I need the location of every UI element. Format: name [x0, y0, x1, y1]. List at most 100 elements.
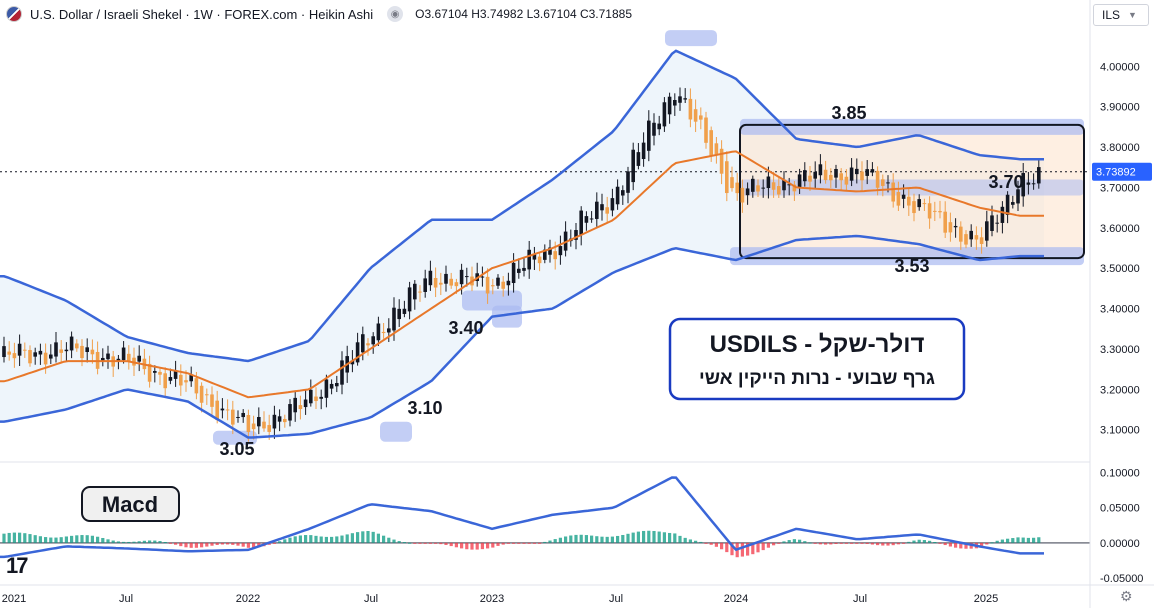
chart-header: U.S. Dollar / Israeli Shekel · 1W · FORE…	[0, 0, 1090, 28]
candle-body	[891, 182, 895, 202]
price-tick-label: 3.10000	[1100, 425, 1140, 437]
macd-histogram-bar	[928, 540, 932, 543]
macd-histogram-bar	[278, 541, 282, 543]
candle-body	[158, 371, 162, 375]
macd-histogram-bar	[756, 542, 760, 553]
macd-histogram-bar	[28, 534, 32, 543]
candle-body	[886, 182, 890, 184]
macd-histogram-bar	[1026, 537, 1030, 543]
background-layer	[0, 30, 1090, 544]
macd-histogram-bar	[324, 536, 328, 543]
eye-icon[interactable]: ◉	[387, 6, 404, 22]
macd-histogram-bar	[626, 533, 630, 543]
candle-body	[121, 347, 126, 361]
macd-histogram-bar	[153, 540, 157, 543]
macd-histogram-bar	[652, 530, 656, 543]
macd-histogram-bar	[428, 542, 432, 544]
macd-histogram-bar	[272, 542, 276, 544]
candle-body	[147, 363, 152, 382]
candle-body	[7, 351, 11, 355]
annotation-305: 3.05	[219, 439, 254, 459]
candle-body	[173, 370, 178, 379]
candle-body	[12, 353, 17, 359]
macd-histogram-bar	[933, 541, 937, 543]
macd-histogram-bar	[397, 541, 401, 543]
title-main: USDILS - דולר-שקל	[710, 331, 925, 358]
macd-histogram-bar	[496, 542, 500, 546]
macd-histogram-bar	[111, 540, 115, 543]
currency-label: ILS	[1102, 8, 1121, 22]
candle-body	[69, 336, 74, 351]
candle-body	[64, 349, 69, 352]
macd-histogram-bar	[132, 541, 136, 543]
macd-histogram-bar	[657, 531, 661, 543]
macd-histogram-bar	[449, 542, 453, 547]
macd-histogram-bar	[340, 535, 344, 543]
macd-histogram-bar	[636, 531, 640, 543]
bollinger-basis-line	[0, 150, 1044, 399]
candle-body	[870, 169, 875, 173]
macd-tick-label: 0.10000	[1100, 468, 1140, 480]
macd-histogram-bar	[548, 540, 552, 543]
candle-body	[59, 349, 63, 353]
candle-body	[735, 182, 739, 194]
candle-body	[641, 142, 646, 160]
candle-body	[402, 308, 407, 314]
candle-body	[527, 249, 531, 270]
candle-body	[1021, 173, 1025, 197]
candle-body	[309, 389, 313, 404]
gear-icon[interactable]: ⚙	[1120, 588, 1133, 604]
macd-histogram-bar	[954, 542, 958, 548]
candle-body	[506, 280, 511, 286]
time-axis-label: Jul	[364, 593, 378, 605]
candle-body	[537, 256, 542, 264]
symbol-title[interactable]: U.S. Dollar / Israeli Shekel · 1W · FORE…	[30, 6, 374, 22]
candle-body	[532, 253, 537, 260]
candle-body	[361, 334, 365, 353]
macd-histogram-bar	[725, 542, 729, 553]
macd-histogram-bar	[662, 532, 666, 543]
title-box	[668, 317, 966, 401]
macd-histogram-bar	[512, 542, 516, 544]
macd-histogram-bar	[891, 542, 895, 546]
candle-body	[558, 246, 563, 256]
candle-body	[678, 96, 682, 103]
macd-histogram-bar	[106, 539, 110, 543]
macd-histogram-bar	[876, 542, 880, 546]
candle-body	[366, 343, 370, 346]
candle-body	[381, 331, 386, 334]
candle-body	[777, 186, 781, 195]
macd-histogram-bar	[621, 534, 625, 543]
candle-body	[428, 270, 433, 286]
macd-histogram-bar	[304, 535, 308, 543]
macd-histogram-bar	[610, 536, 614, 543]
macd-histogram-bar	[49, 537, 53, 543]
macd-histogram-bar	[236, 542, 240, 546]
currency-flag-icon	[6, 6, 22, 22]
price-tick-label: 3.30000	[1100, 344, 1140, 356]
bollinger-upper-line	[0, 49, 1044, 363]
annotation-385: 3.85	[831, 103, 866, 123]
candle-body	[849, 167, 854, 181]
macd-histogram-bar	[101, 537, 105, 543]
price-highlight	[492, 305, 522, 328]
price-tick-label: 3.40000	[1100, 304, 1140, 316]
candles-layer	[0, 49, 1044, 559]
candle-body	[90, 349, 95, 355]
macd-histogram-bar	[314, 535, 318, 543]
time-axis-label: Jul	[609, 593, 623, 605]
currency-selector[interactable]: ILS ▼	[1093, 4, 1149, 26]
macd-histogram-bar	[116, 541, 120, 543]
bollinger-lower-line	[0, 234, 1044, 439]
candle-body	[407, 287, 412, 312]
candle-body	[54, 342, 58, 357]
macd-histogram-bar	[688, 539, 692, 543]
candle-body	[215, 400, 219, 421]
range-box	[739, 123, 1085, 260]
candle-body	[693, 109, 698, 122]
macd-histogram-bar	[80, 535, 84, 543]
candle-body	[101, 357, 105, 361]
macd-histogram-bar	[64, 536, 68, 543]
macd-histogram-bar	[309, 535, 313, 543]
